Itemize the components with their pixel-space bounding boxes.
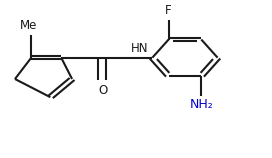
Text: O: O xyxy=(99,84,108,97)
Text: NH₂: NH₂ xyxy=(189,98,213,111)
Text: Me: Me xyxy=(20,19,37,32)
Text: F: F xyxy=(165,4,172,17)
Text: HN: HN xyxy=(131,42,148,55)
